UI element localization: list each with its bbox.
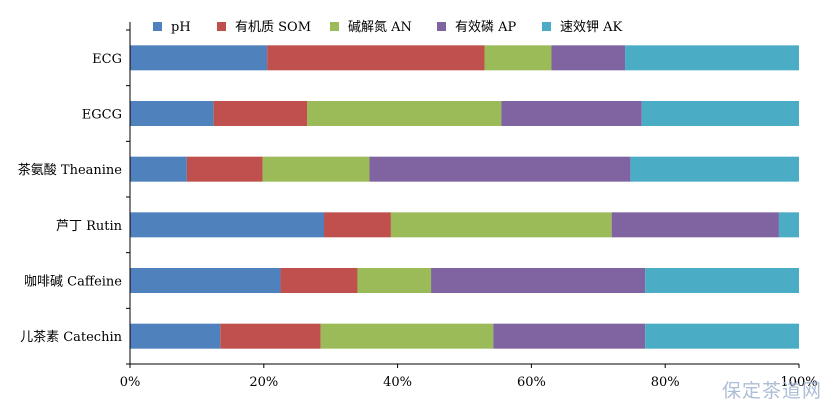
bar-segment-5-1	[130, 268, 281, 293]
bar-segment-2-3	[307, 101, 502, 126]
bar-segment-2-4	[501, 101, 642, 126]
bar-segment-5-4	[431, 268, 646, 293]
category-label-1: ECG	[92, 52, 122, 67]
bar-segment-6-2	[220, 323, 321, 349]
bar-segment-1-3	[484, 45, 552, 71]
bar-segment-2-5	[641, 101, 799, 126]
x-tick-label-1: 20%	[249, 375, 278, 390]
bar-segment-4-1	[130, 212, 325, 238]
legend-swatch-2	[217, 22, 226, 31]
bar-segment-3-4	[369, 156, 631, 182]
bar-segment-2-1	[130, 101, 214, 126]
bar-segment-1-4	[551, 45, 626, 71]
legend-label-3: 碱解氮 AN	[348, 20, 412, 35]
category-label-2: EGCG	[82, 108, 122, 123]
category-label-6: 儿茶素 Catechin	[20, 329, 123, 345]
bar-segment-4-3	[390, 212, 612, 238]
bar-segment-6-5	[645, 323, 799, 349]
legend-swatch-1	[153, 22, 162, 31]
bar-segment-6-1	[130, 323, 221, 349]
legend-label-5: 速效钾 AK	[560, 20, 623, 35]
bar-segment-1-1	[130, 45, 268, 71]
legend-swatch-5	[542, 22, 551, 31]
legend: pH 有机质 SOM 碱解氮 AN 有效磷 AP 速效钾 AK	[153, 20, 623, 35]
x-tick-label-5: 100%	[780, 375, 817, 390]
legend-swatch-3	[330, 22, 339, 31]
legend-label-4: 有效磷 AP	[455, 20, 517, 35]
legend-label-1: pH	[171, 20, 191, 35]
x-tick-label-2: 40%	[383, 375, 412, 390]
category-label-5: 咖啡碱 Caffeine	[24, 275, 122, 290]
bar-segment-4-5	[778, 212, 799, 238]
watermark: 保定茶道网	[721, 380, 822, 402]
bar-segment-6-4	[493, 323, 646, 349]
bar-segment-4-2	[324, 212, 391, 238]
bar-segment-4-4	[611, 212, 779, 238]
legend-swatch-4	[437, 22, 446, 31]
bar-segment-3-5	[630, 156, 799, 182]
bars	[130, 45, 799, 349]
bar-segment-5-5	[645, 268, 799, 293]
bar-segment-3-2	[186, 156, 263, 182]
bar-segment-5-3	[357, 268, 432, 293]
x-tick-label-4: 80%	[651, 375, 680, 390]
bar-segment-1-2	[267, 45, 485, 71]
bar-segment-2-2	[213, 101, 308, 126]
bar-segment-3-3	[262, 156, 370, 182]
legend-label-2: 有机质 SOM	[235, 20, 311, 35]
x-tick-label-3: 60%	[517, 375, 546, 390]
bar-segment-5-2	[280, 268, 358, 293]
bar-segment-6-3	[320, 323, 494, 349]
bar-segment-1-5	[625, 45, 799, 71]
bar-segment-3-1	[130, 156, 187, 182]
category-label-4: 芦丁 Rutin	[56, 219, 123, 234]
x-tick-label-0: 0%	[120, 375, 141, 390]
axes: ECG EGCG 茶氨酸 Theanine 芦丁 Rutin 咖啡碱 Caffeine 儿…	[18, 22, 818, 390]
category-label-3: 茶氨酸 Theanine	[18, 162, 123, 178]
